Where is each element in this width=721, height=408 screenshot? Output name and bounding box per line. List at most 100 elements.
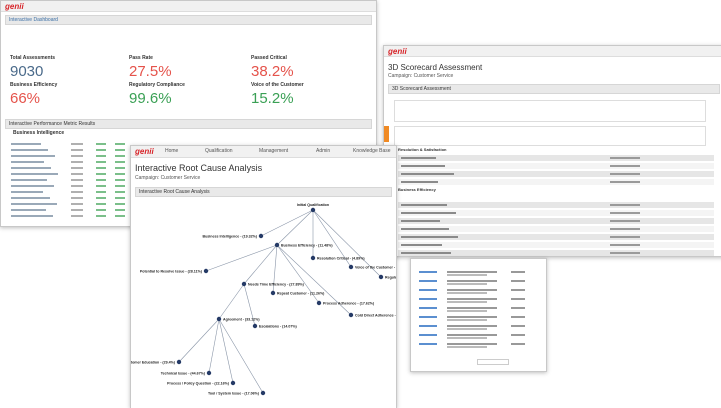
row xyxy=(398,171,714,177)
node[interactable] xyxy=(260,390,266,396)
node[interactable] xyxy=(203,268,209,274)
edge xyxy=(205,244,278,272)
row-cell xyxy=(115,167,125,169)
nav-item[interactable]: Admin xyxy=(316,148,331,154)
kpi-value: 27.5% xyxy=(129,63,172,80)
node-label: Tool / System Issue - (17.06%) xyxy=(208,392,260,396)
node[interactable] xyxy=(258,233,264,239)
link xyxy=(419,280,437,282)
nav-item[interactable]: Management xyxy=(259,148,289,154)
row-options xyxy=(610,165,640,167)
row-options xyxy=(610,173,640,175)
edge xyxy=(312,209,382,278)
node[interactable] xyxy=(316,300,322,306)
row-cell xyxy=(115,185,125,187)
page-title: 3D Scorecard Assessment xyxy=(388,63,483,72)
link xyxy=(419,271,437,273)
row-text xyxy=(447,280,497,282)
row-cell xyxy=(511,280,525,282)
kpi-label: Regulatory Compliance xyxy=(129,82,185,88)
subsection: Business Intelligence xyxy=(13,130,65,136)
link xyxy=(419,316,437,318)
row xyxy=(398,250,714,256)
link xyxy=(419,325,437,327)
row-cell xyxy=(511,343,525,345)
node[interactable] xyxy=(274,242,280,248)
node[interactable] xyxy=(230,380,236,386)
node[interactable] xyxy=(206,370,212,376)
row-text xyxy=(447,283,487,285)
node-label: Agreement - (33.12%) xyxy=(223,318,260,322)
campaign: Campaign: Customer Service xyxy=(135,175,201,181)
row-cell xyxy=(71,197,83,199)
nav-item[interactable]: Home xyxy=(165,148,179,154)
row-text xyxy=(401,173,454,175)
node[interactable] xyxy=(348,312,354,318)
node-label: Repeat Customer - (11.26%) xyxy=(277,292,325,296)
row-text xyxy=(11,149,48,151)
node-label: Business Intelligence - (19.32%) xyxy=(202,235,257,239)
node-label: Customer Education - (29.4%) xyxy=(131,361,176,365)
node[interactable] xyxy=(216,316,222,322)
link xyxy=(419,343,437,345)
row-cell xyxy=(96,203,106,205)
link xyxy=(419,298,437,300)
row-cell xyxy=(511,325,525,327)
node[interactable] xyxy=(270,290,276,296)
row-text xyxy=(401,228,449,230)
edge xyxy=(218,283,245,320)
row-text xyxy=(447,346,487,348)
section-title: Business Efficiency xyxy=(398,187,436,192)
row-cell xyxy=(71,143,83,145)
edge xyxy=(218,318,264,394)
node[interactable] xyxy=(348,264,354,270)
row-cell xyxy=(115,179,125,181)
row-cell xyxy=(71,203,83,205)
row-text xyxy=(11,155,55,157)
node-label: Cold Direct Adherence - (4.06%) xyxy=(355,314,396,318)
row-text xyxy=(447,310,487,312)
section-bar: 3D Scorecard Assessment xyxy=(388,84,720,94)
row-cell xyxy=(115,191,125,193)
row-cell xyxy=(511,271,525,273)
row-cell xyxy=(96,155,106,157)
row-cell xyxy=(115,215,125,217)
row-options xyxy=(610,220,640,222)
text-area[interactable] xyxy=(394,126,706,146)
row xyxy=(398,234,714,240)
tree: Initial Qualification Business Intelligen… xyxy=(131,203,396,396)
row-cell xyxy=(96,185,106,187)
row xyxy=(398,163,714,169)
node-label: Business Efficiency - (11.48%) xyxy=(281,244,333,248)
node[interactable] xyxy=(378,274,384,280)
node[interactable] xyxy=(310,207,316,213)
row-text xyxy=(401,165,445,167)
kpi-value: 15.2% xyxy=(251,90,294,107)
row xyxy=(398,218,714,224)
row-cell xyxy=(115,209,125,211)
node[interactable] xyxy=(252,323,258,329)
node[interactable] xyxy=(176,359,182,365)
row xyxy=(398,155,714,161)
pager xyxy=(477,359,509,365)
edge xyxy=(276,209,314,246)
nav-item[interactable]: Qualification xyxy=(205,148,233,154)
row-text xyxy=(11,173,58,175)
node[interactable] xyxy=(310,255,316,261)
row-text xyxy=(11,191,43,193)
text-area[interactable] xyxy=(394,100,706,122)
node[interactable] xyxy=(241,281,247,287)
table xyxy=(11,143,131,223)
row-options xyxy=(610,228,640,230)
row-text xyxy=(11,185,54,187)
row-text xyxy=(11,179,47,181)
side-tab[interactable] xyxy=(384,126,389,142)
row xyxy=(398,226,714,232)
nav-item[interactable]: Knowledge Base xyxy=(353,148,391,154)
row-text xyxy=(11,161,44,163)
row-text xyxy=(447,298,497,300)
edge xyxy=(208,318,220,374)
row-cell xyxy=(511,298,525,300)
row-text xyxy=(401,252,451,254)
section-bar: Interactive Performance Metric Results xyxy=(5,119,372,129)
